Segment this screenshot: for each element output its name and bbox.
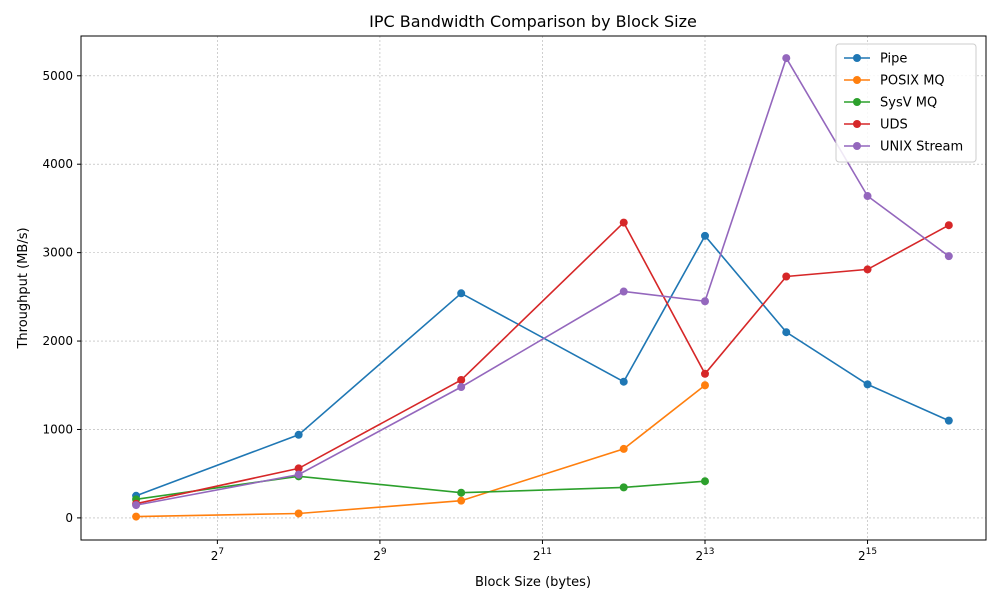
series-lines [132,54,953,521]
legend-marker [853,98,861,106]
legend-label: POSIX MQ [880,74,945,89]
data-point [700,297,709,306]
data-point [700,231,709,240]
y-axis-label: Throughput (MB/s) [16,227,31,349]
data-point [619,444,628,453]
chart-title: IPC Bandwidth Comparison by Block Size [369,12,697,31]
legend-marker [853,54,861,62]
axis-ticks: 27 29 211 213 215 0 1000 2000 3000 4000 5000 [42,69,877,563]
y-tick-label: 2000 [42,334,73,348]
series-line [135,221,950,505]
legend-marker [853,120,861,128]
data-point [944,221,953,230]
data-point [863,380,872,389]
data-point [619,377,628,386]
data-point [700,369,709,378]
legend-marker [853,76,861,84]
data-point [944,416,953,425]
data-point [619,218,628,227]
data-point [782,328,791,337]
legend-box [835,43,977,163]
series-line [135,475,706,501]
x-tick-label: 29 [373,547,387,563]
y-tick-label: 5000 [42,69,73,83]
series-3 [132,218,953,508]
plot-frame [80,35,987,541]
data-point [457,496,466,505]
data-point [457,289,466,298]
x-tick-label: 213 [695,547,714,563]
data-point [457,375,466,384]
data-point [132,501,141,510]
legend-label: Pipe [880,52,907,67]
y-tick-label: 0 [65,511,73,525]
y-tick-label: 3000 [42,246,73,260]
data-point [294,509,303,518]
data-point [457,383,466,392]
data-point [294,470,303,479]
legend-label: UDS [880,118,908,133]
data-point [700,381,709,390]
series-line [135,56,950,506]
legend-marker [853,142,861,150]
data-point [619,287,628,296]
y-tick-label: 1000 [42,422,73,436]
legend-label: UNIX Stream [880,140,963,155]
series-line [136,384,706,518]
x-tick-label: 211 [533,547,552,563]
data-point [619,483,628,492]
data-point [782,272,791,281]
data-point [700,477,709,486]
data-point [294,464,303,473]
series-4 [132,54,953,510]
data-point [457,488,466,497]
data-point [132,512,141,521]
series-line [135,234,950,497]
series-2 [132,472,709,504]
x-axis-label: Block Size (bytes) [475,575,591,590]
legend: Pipe POSIX MQ SysV MQ UDS UNIX Stream [835,43,977,163]
data-point [294,430,303,439]
grid [81,36,986,540]
x-tick-label: 215 [858,547,877,563]
legend-label: SysV MQ [880,96,937,111]
data-point [944,252,953,261]
data-point [782,54,791,63]
data-point [863,265,872,274]
y-tick-label: 4000 [42,157,73,171]
x-tick-label: 27 [211,547,224,563]
data-point [863,192,872,201]
series-1 [132,381,709,521]
